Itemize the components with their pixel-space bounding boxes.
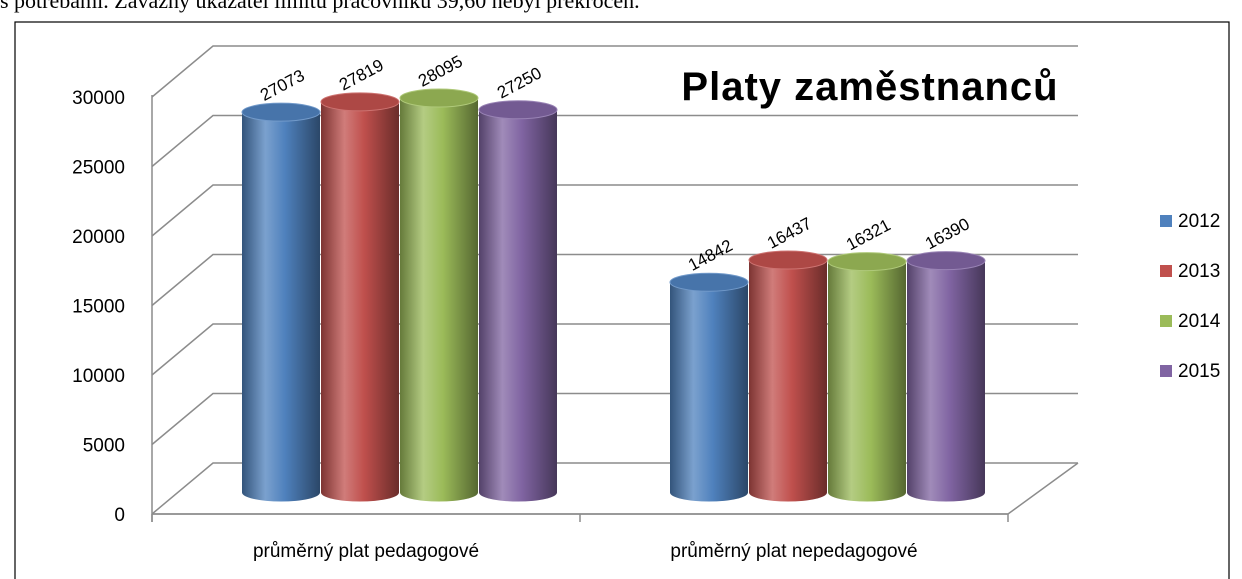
bar-top xyxy=(241,102,321,122)
y-tick-label: 15000 xyxy=(72,297,125,318)
bar xyxy=(749,260,827,502)
grid-line xyxy=(151,45,1078,98)
x-tick-label: průměrný plat nepedagogové xyxy=(670,541,917,562)
bar xyxy=(479,109,557,502)
page-text: s potřebami. Závazný ukazatel limitu pra… xyxy=(0,0,640,13)
legend-swatch xyxy=(1160,265,1172,277)
legend-label: 2015 xyxy=(1178,361,1220,382)
bar xyxy=(907,260,985,502)
bar xyxy=(670,282,748,502)
bar-top xyxy=(399,88,479,108)
y-tick-label: 10000 xyxy=(72,366,125,387)
y-tick-label: 30000 xyxy=(72,88,125,109)
y-tick-label: 25000 xyxy=(72,158,125,179)
bar xyxy=(321,101,399,502)
legend-label: 2013 xyxy=(1178,261,1220,282)
bar xyxy=(828,261,906,502)
legend-swatch xyxy=(1160,215,1172,227)
bar-top xyxy=(827,252,907,272)
legend-swatch xyxy=(1160,365,1172,377)
bar-top xyxy=(669,272,749,292)
chart-title: Platy zaměstnanců xyxy=(681,65,1058,109)
legend-label: 2012 xyxy=(1178,211,1220,232)
x-tick-label: průměrný plat pedagogové xyxy=(253,541,479,562)
bar xyxy=(400,97,478,502)
y-tick-label: 20000 xyxy=(72,227,125,248)
bar xyxy=(242,112,320,502)
y-tick-label: 0 xyxy=(114,505,125,526)
legend-label: 2014 xyxy=(1178,311,1221,332)
legend-swatch xyxy=(1160,315,1172,327)
grid-line xyxy=(151,184,1078,237)
y-tick-label: 5000 xyxy=(83,436,125,457)
bar-top xyxy=(320,92,400,112)
grid-line xyxy=(151,114,1078,168)
bar-top xyxy=(478,100,558,120)
bar-top xyxy=(906,251,986,271)
bar-top xyxy=(748,250,828,270)
